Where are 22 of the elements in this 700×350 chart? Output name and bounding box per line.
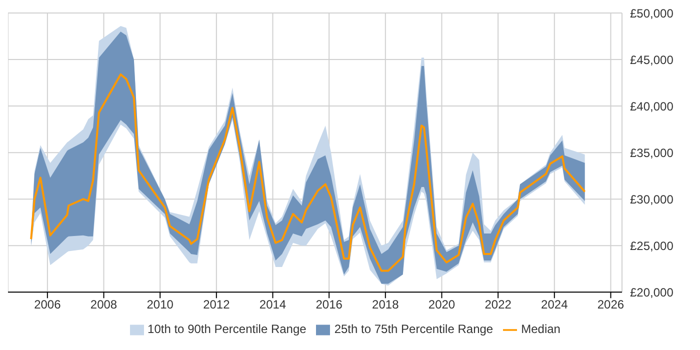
y-tick-label: £50,000 xyxy=(630,6,674,20)
x-tick-label: 2016 xyxy=(316,298,343,312)
legend-label: 10th to 90th Percentile Range xyxy=(148,322,306,336)
x-tick-label: 2020 xyxy=(428,298,456,312)
x-tick-label: 2008 xyxy=(90,298,118,312)
legend-label: 25th to 75th Percentile Range xyxy=(334,322,494,336)
y-tick-label: £40,000 xyxy=(630,99,674,114)
y-tick-label: £30,000 xyxy=(630,192,674,206)
x-tick-label: 2014 xyxy=(259,298,286,312)
y-tick-label: £25,000 xyxy=(630,238,674,253)
x-tick-label: 2024 xyxy=(541,298,568,312)
x-tick-label: 2010 xyxy=(146,298,174,312)
y-tick-label: £45,000 xyxy=(630,52,674,67)
x-tick-label: 2022 xyxy=(484,298,512,312)
x-tick-label: 2006 xyxy=(34,298,62,312)
legend-label: Median xyxy=(521,322,560,336)
y-tick-label: £35,000 xyxy=(630,146,674,160)
x-tick-label: 2012 xyxy=(203,298,230,312)
x-tick-label: 2026 xyxy=(597,298,624,312)
x-tick-label: 2018 xyxy=(372,298,400,312)
y-tick-label: £20,000 xyxy=(630,285,674,300)
line-series xyxy=(30,73,586,272)
